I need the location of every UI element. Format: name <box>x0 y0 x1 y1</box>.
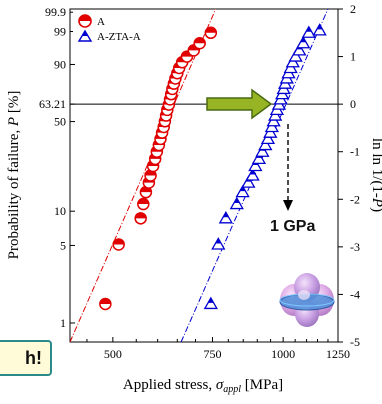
marker-fill <box>113 238 125 245</box>
marker-outline <box>229 196 244 210</box>
y2-tick-label: -1 <box>350 145 360 159</box>
data-point-a <box>139 185 153 199</box>
data-point-b <box>245 168 260 181</box>
data-point-b <box>301 25 316 38</box>
marker-outline <box>260 131 276 145</box>
legend-marker-a <box>78 14 92 28</box>
side-note-text: h! <box>25 348 42 368</box>
x-axis-label: Applied stress, σappl [MPa] <box>123 377 283 395</box>
legend-label-a: A <box>97 16 105 28</box>
marker-outline <box>235 184 250 198</box>
x-tick-label: 750 <box>203 347 221 361</box>
marker-fill <box>300 37 307 43</box>
y-axis-label: Probability of failure, P [%] <box>6 91 22 260</box>
y2-tick-label: 0 <box>350 97 356 111</box>
data-point-b <box>312 23 327 36</box>
marker-outline <box>296 35 311 49</box>
marker-outline <box>292 43 307 56</box>
marker-fill <box>316 24 323 30</box>
marker-fill <box>207 297 214 303</box>
y-tick-label: 5 <box>60 238 66 252</box>
marker-outline <box>218 211 233 224</box>
y-tick-label: 10 <box>54 204 66 218</box>
x-tick-label: 1000 <box>271 347 295 361</box>
y-tick-label: 1 <box>60 316 66 330</box>
ticks-layer: 500 750 1000 125099.9999063.21501051210-1-2… <box>39 2 360 361</box>
markers-layer <box>99 23 327 311</box>
annotation-1gpa: 1 GPa <box>270 218 315 235</box>
data-point-b <box>229 196 244 210</box>
y2-tick-label: -3 <box>350 240 360 254</box>
x-tick-label: 500 <box>104 347 122 361</box>
fit-line <box>69 8 217 343</box>
marker-outline <box>288 49 303 62</box>
y-tick-label: 63.21 <box>39 97 66 111</box>
y2-axis-label: ln ln 1/(1-P) <box>369 138 382 212</box>
plot-frame <box>69 8 339 343</box>
y2-tick-label: -2 <box>350 192 360 206</box>
marker-fill <box>233 198 240 204</box>
x-tick-label: 1250 <box>326 347 350 361</box>
data-point-b <box>203 296 218 310</box>
data-point-a <box>99 297 112 311</box>
y-tick-label: 90 <box>54 57 66 71</box>
marker-fill <box>239 186 246 192</box>
marker-fill <box>137 198 149 205</box>
data-point-b <box>296 35 311 49</box>
legend: A A-ZTA-A <box>73 11 153 43</box>
marker-outline <box>245 168 260 181</box>
legend-label-b: A-ZTA-A <box>97 31 141 43</box>
marker-fill <box>305 26 312 32</box>
y2-tick-label: -5 <box>350 335 360 349</box>
marker-outline <box>211 237 226 250</box>
data-point-a <box>134 212 147 225</box>
marker-fill <box>135 212 147 219</box>
y-tick-label: 50 <box>54 115 66 129</box>
side-note-box: h! <box>0 340 52 376</box>
data-point-a <box>193 37 206 50</box>
y2-tick-label: -4 <box>350 287 360 301</box>
fracture-lobes-icon <box>279 273 335 327</box>
marker-outline <box>312 23 327 36</box>
data-point-a <box>137 197 150 211</box>
marker-fill <box>205 27 217 33</box>
legend-marker-b <box>77 29 93 42</box>
right-arrow-icon <box>206 88 273 120</box>
y-tick-label: 99 <box>54 24 66 38</box>
marker-fill <box>215 238 222 244</box>
y2-tick-label: 1 <box>350 50 356 64</box>
marker-fill <box>222 212 229 218</box>
marker-outline <box>203 296 218 310</box>
marker-fill <box>194 37 206 44</box>
data-point-a <box>112 238 125 251</box>
y2-tick-label: 2 <box>350 2 356 16</box>
marker-fill <box>99 298 111 304</box>
marker-outline <box>248 158 263 172</box>
dashed-arrow-head <box>283 200 293 211</box>
y-tick-label: 99.9 <box>45 5 66 19</box>
marker-outline <box>255 144 270 157</box>
marker-outline <box>301 25 316 38</box>
marker-outline <box>258 137 273 151</box>
marker-fill <box>249 169 256 175</box>
data-point-b <box>218 211 233 224</box>
data-point-b <box>235 184 250 198</box>
marker-outline <box>251 151 267 165</box>
data-point-a <box>204 26 218 40</box>
data-point-b <box>211 237 226 250</box>
marker-outline <box>241 175 256 188</box>
